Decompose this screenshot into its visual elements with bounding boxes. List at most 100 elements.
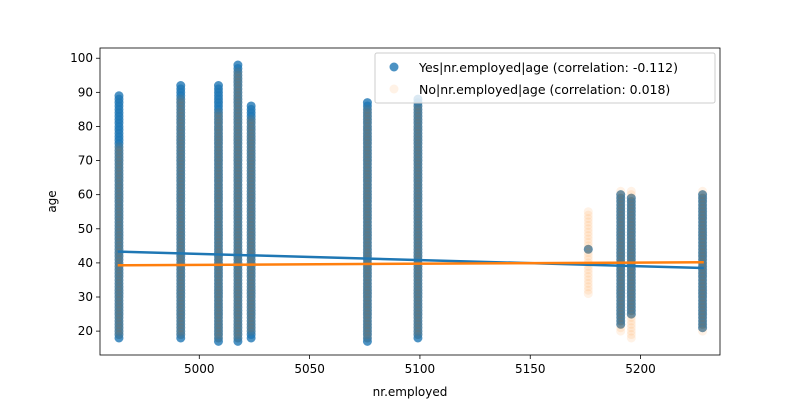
data-point	[246, 203, 256, 213]
data-point	[213, 152, 223, 162]
data-point	[413, 312, 423, 322]
data-point	[698, 295, 708, 305]
data-point	[176, 220, 186, 230]
data-point	[626, 333, 636, 343]
data-point	[698, 193, 708, 203]
data-point	[213, 142, 223, 152]
data-point	[362, 152, 372, 162]
data-point	[246, 282, 256, 292]
data-point	[362, 111, 372, 121]
data-point	[233, 162, 243, 172]
data-point	[413, 326, 423, 336]
data-point	[114, 323, 124, 333]
y-tick-label: 80	[78, 119, 93, 133]
data-point	[362, 220, 372, 230]
data-point	[233, 87, 243, 97]
data-point	[213, 227, 223, 237]
data-point	[246, 289, 256, 299]
data-point	[114, 234, 124, 244]
data-point	[114, 179, 124, 189]
data-point	[233, 121, 243, 131]
data-point	[626, 200, 636, 210]
data-point	[176, 81, 186, 91]
data-point	[114, 316, 124, 326]
data-point	[626, 231, 636, 241]
data-point	[413, 145, 423, 155]
data-point	[233, 139, 243, 149]
data-point	[176, 275, 186, 285]
data-point	[626, 275, 636, 285]
data-point	[233, 179, 243, 189]
data-point	[233, 104, 243, 114]
legend-box	[374, 52, 716, 104]
data-point	[233, 268, 243, 278]
data-point	[233, 132, 243, 142]
data-point	[114, 278, 124, 288]
data-point	[413, 193, 423, 203]
data-point	[698, 275, 708, 285]
data-point	[413, 210, 423, 220]
data-point	[616, 220, 626, 230]
data-point	[362, 282, 372, 292]
data-point	[362, 323, 372, 333]
data-point	[246, 234, 256, 244]
data-point	[413, 104, 423, 114]
data-point	[698, 316, 708, 326]
data-point	[616, 326, 626, 336]
data-point	[176, 121, 186, 131]
data-point	[233, 231, 243, 241]
data-point	[114, 275, 124, 285]
data-point	[114, 292, 124, 302]
data-point	[626, 330, 636, 340]
data-point	[114, 183, 124, 193]
data-point	[176, 234, 186, 244]
data-point	[114, 169, 124, 179]
data-point	[213, 289, 223, 299]
data-point	[583, 244, 593, 254]
data-point	[413, 302, 423, 312]
data-point	[176, 145, 186, 155]
data-point	[213, 203, 223, 213]
data-point	[362, 169, 372, 179]
data-point	[233, 299, 243, 309]
data-point	[616, 316, 626, 326]
data-point	[626, 193, 636, 203]
data-point	[114, 289, 124, 299]
data-point	[413, 111, 423, 121]
data-point	[362, 224, 372, 234]
y-axis-label: age	[45, 190, 59, 212]
data-point	[114, 142, 124, 152]
data-point	[583, 244, 593, 254]
data-point	[176, 285, 186, 295]
data-point	[233, 275, 243, 285]
data-point	[246, 312, 256, 322]
data-point	[233, 220, 243, 230]
data-point	[362, 203, 372, 213]
data-point	[413, 173, 423, 183]
data-point	[698, 203, 708, 213]
data-point	[626, 234, 636, 244]
data-point	[176, 265, 186, 275]
data-point	[413, 200, 423, 210]
data-point	[114, 220, 124, 230]
data-point	[246, 193, 256, 203]
data-point	[176, 135, 186, 145]
data-point	[616, 224, 626, 234]
data-point	[413, 323, 423, 333]
data-point	[114, 159, 124, 169]
data-point	[583, 265, 593, 275]
data-point	[233, 210, 243, 220]
data-point	[246, 210, 256, 220]
data-point	[698, 272, 708, 282]
data-point	[213, 309, 223, 319]
data-point	[698, 214, 708, 224]
data-point	[362, 173, 372, 183]
data-point	[362, 176, 372, 186]
data-point	[233, 214, 243, 224]
data-point	[176, 214, 186, 224]
data-point	[233, 285, 243, 295]
data-point	[362, 275, 372, 285]
data-point	[698, 186, 708, 196]
data-point	[233, 183, 243, 193]
data-point	[233, 203, 243, 213]
